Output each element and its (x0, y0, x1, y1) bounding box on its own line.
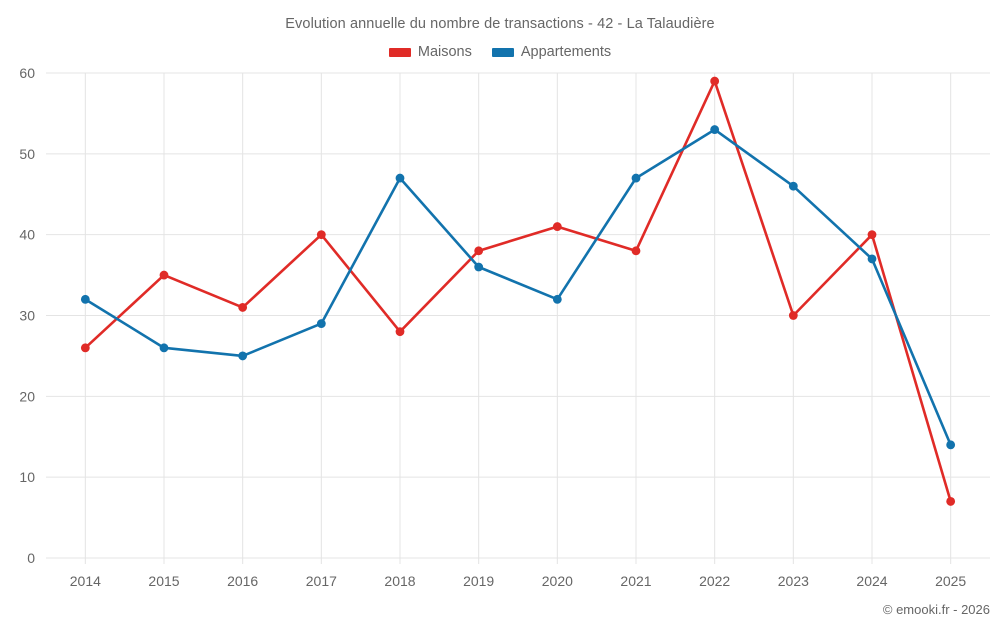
y-axis-tick-label: 20 (19, 388, 35, 404)
y-axis-tick-label: 0 (27, 550, 35, 566)
x-axis-tick-label: 2014 (70, 573, 101, 589)
data-point[interactable] (788, 181, 798, 191)
data-point[interactable] (159, 343, 169, 353)
y-axis-tick-label: 10 (19, 469, 35, 485)
x-axis-tick-label: 2017 (306, 573, 337, 589)
data-point[interactable] (80, 294, 90, 304)
data-point[interactable] (395, 327, 405, 337)
x-axis-tick-label: 2025 (935, 573, 966, 589)
y-axis-tick-label: 40 (19, 227, 35, 243)
x-axis-tick-label: 2023 (778, 573, 809, 589)
y-axis-tick-label: 30 (19, 308, 35, 324)
x-axis-tick-label: 2018 (384, 573, 415, 589)
data-point[interactable] (552, 222, 562, 231)
legend-item-maisons[interactable]: Maisons (388, 44, 472, 60)
line-swatch-icon (388, 47, 411, 57)
data-point[interactable] (946, 440, 956, 450)
legend-item-appartements[interactable]: Appartements (491, 44, 612, 60)
data-point[interactable] (474, 246, 484, 256)
series-line-appartements (84, 128, 952, 447)
data-point[interactable] (631, 173, 641, 183)
x-axis-tick-label: 2019 (463, 573, 494, 589)
x-axis-tick-label: 2024 (856, 573, 887, 589)
legend-label-maisons: Maisons (417, 44, 472, 60)
data-point[interactable] (788, 311, 798, 320)
footer-copyright: © emooki.fr - 2026 (882, 602, 990, 617)
data-point[interactable] (710, 76, 720, 86)
y-axis-tick-label: 60 (19, 65, 35, 81)
line-swatch-icon (491, 47, 514, 57)
data-point[interactable] (474, 262, 484, 272)
x-axis-tick-label: 2022 (699, 573, 730, 589)
data-point[interactable] (238, 351, 248, 361)
chart-title: Evolution annuelle du nombre de transact… (285, 16, 715, 32)
x-axis-tick-label: 2015 (148, 573, 179, 589)
data-point[interactable] (867, 230, 877, 240)
y-axis-tick-label: 50 (19, 146, 35, 162)
data-point[interactable] (80, 343, 90, 353)
series-line-maisons (84, 79, 952, 503)
data-point[interactable] (316, 230, 326, 240)
legend-label-appartements: Appartements (520, 44, 612, 60)
data-point[interactable] (238, 303, 248, 312)
chart-legend: Maisons Appartements (0, 44, 1000, 60)
data-point[interactable] (316, 319, 326, 328)
data-point[interactable] (946, 497, 956, 506)
data-point[interactable] (395, 173, 405, 183)
x-axis-tick-label: 2016 (227, 573, 258, 589)
data-point[interactable] (867, 254, 877, 264)
x-axis-tick-label: 2020 (542, 573, 573, 589)
data-point[interactable] (159, 270, 169, 280)
data-point[interactable] (710, 125, 720, 134)
data-point[interactable] (631, 246, 641, 256)
data-point[interactable] (552, 294, 562, 304)
x-axis-tick-label: 2021 (620, 573, 651, 589)
